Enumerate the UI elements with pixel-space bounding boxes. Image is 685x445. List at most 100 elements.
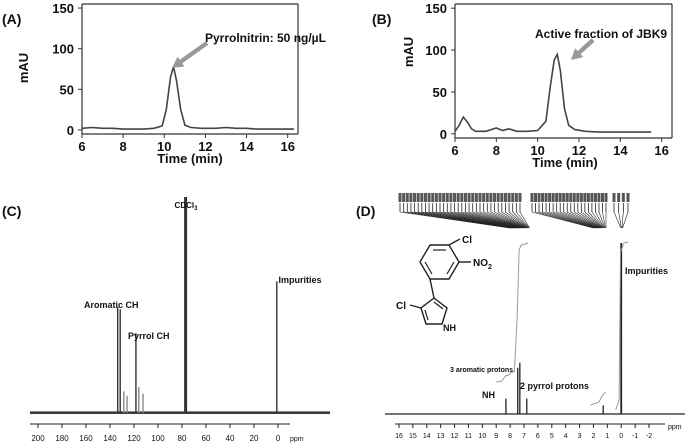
panel-b-x-ticks: 6 8 10 12 14 16 xyxy=(451,138,669,158)
panel-d-fan-line xyxy=(621,211,624,229)
panel-c-x-ticks: 200 180 160 140 120 100 80 60 40 20 0 xyxy=(31,424,281,443)
panel-d-x-tick-label: 6 xyxy=(536,433,540,440)
panel-c-peaks xyxy=(116,197,278,413)
panel-d-fan-line xyxy=(483,211,524,229)
panel-d-x-tick-label: -2 xyxy=(646,433,652,440)
panel-c-x-tick-label: 200 xyxy=(31,434,45,443)
panel-d: (D) 16 15 14 13 12 11 10 9 8 7 6 5 4 3 2 1 0 -1 -2 ppm 3 a… xyxy=(356,193,685,440)
panel-c-pyrrol-label: Pyrrol CH xyxy=(128,331,170,341)
panel-d-fan-line xyxy=(622,211,629,229)
panel-d-x-tick-label: -1 xyxy=(632,433,638,440)
bond-to-cl xyxy=(448,238,461,246)
panel-d-fan-label xyxy=(593,193,597,202)
panel-d-fan-line xyxy=(542,211,596,229)
panel-d-fan-line xyxy=(490,211,525,229)
panel-d-fan-line xyxy=(574,211,601,229)
a-x-tick-label: 14 xyxy=(239,139,254,154)
panel-d-fan-label xyxy=(496,193,500,202)
panel-a-series-line xyxy=(81,66,294,130)
panel-d-fan-label xyxy=(474,193,478,202)
panel-d-fan-label xyxy=(471,193,475,202)
panel-d-fan-line xyxy=(469,211,522,229)
panel-d-fan-line xyxy=(598,211,606,229)
panel-d-x-tick-label: 15 xyxy=(409,433,417,440)
panel-d-fan-label xyxy=(514,193,518,202)
panel-d-fan-line xyxy=(567,211,600,229)
panel-d-x-tick-label: 12 xyxy=(451,433,459,440)
panel-d-fan-line xyxy=(581,211,602,229)
panel-d-fan-label xyxy=(402,193,406,202)
panel-c-x-tick-label: 120 xyxy=(127,434,141,443)
panel-c: (C) 200 180 160 140 120 100 80 60 40 20 0 ppm CDCl… xyxy=(2,197,330,443)
benzene-double-bond-3 xyxy=(424,261,433,275)
panel-d-fan-label xyxy=(600,193,604,202)
panel-d-x-tick-label: 14 xyxy=(423,433,431,440)
panel-d-fan-label xyxy=(626,193,630,202)
panel-d-fan-label xyxy=(405,193,409,202)
panel-d-fan-label xyxy=(555,193,559,202)
panel-c-x-tick-label: 20 xyxy=(250,434,259,443)
panel-d-fan-label xyxy=(467,193,471,202)
panel-d-fan-line xyxy=(498,211,527,229)
panel-d-fan-label xyxy=(420,193,424,202)
panel-d-fan-line xyxy=(553,211,598,229)
panel-d-fan-label xyxy=(621,193,625,202)
panel-d-x-tick-label: 0 xyxy=(619,433,623,440)
panel-d-fan-label xyxy=(544,193,548,202)
b-y-tick-label: 100 xyxy=(425,43,447,58)
structure-cl-top: Cl xyxy=(462,235,472,246)
b-x-tick-label: 12 xyxy=(572,143,586,158)
panel-d-x-tick-label: 5 xyxy=(550,433,554,440)
panel-d-fan-label xyxy=(569,193,573,202)
panel-d-x-tick-label: 2 xyxy=(591,433,595,440)
panel-d-fan-group-b xyxy=(530,193,608,229)
panel-d-label: (D) xyxy=(356,203,375,219)
panel-d-fan-label xyxy=(541,193,545,202)
panel-d-fan-label xyxy=(438,193,442,202)
panel-b-y-ticks: 0 50 100 150 xyxy=(425,1,455,142)
a-x-tick-label: 10 xyxy=(157,139,171,154)
panel-c-x-tick-label: 80 xyxy=(178,434,187,443)
panel-d-fan-line xyxy=(577,211,602,229)
a-x-tick-label: 8 xyxy=(120,139,127,154)
panel-d-fan-line xyxy=(538,211,595,229)
panel-d-fan-label xyxy=(597,193,601,202)
panel-d-fan-line xyxy=(588,211,604,229)
bond-to-cl-left xyxy=(409,304,422,309)
panel-a-y-label: mAU xyxy=(16,53,31,83)
a-x-tick-label: 12 xyxy=(198,139,212,154)
panel-a-label: (A) xyxy=(2,11,21,27)
panel-d-nh-label: NH xyxy=(482,390,495,400)
panel-b-annotation: Active fraction of JBK9 xyxy=(535,27,667,41)
panel-d-fan-label xyxy=(579,193,583,202)
panel-a-arrow xyxy=(172,41,209,68)
panel-d-fan-line xyxy=(494,211,526,229)
panel-b-y-label: mAU xyxy=(401,37,416,67)
panel-d-fan-label xyxy=(416,193,420,202)
panel-d-fan-line xyxy=(560,211,599,229)
panel-d-impurities-label: Impurities xyxy=(625,266,668,276)
panel-d-fan-label xyxy=(398,193,402,202)
panel-d-fan-label xyxy=(511,193,515,202)
panel-d-fan-label xyxy=(551,193,555,202)
panel-d-fan-label xyxy=(413,193,417,202)
panel-d-fan-label xyxy=(442,193,446,202)
panel-d-x-tick-label: 10 xyxy=(478,433,486,440)
panel-c-x-unit: ppm xyxy=(290,436,304,443)
panel-d-fan-label xyxy=(617,193,621,202)
panel-b-series-line xyxy=(454,51,652,133)
panel-d-fan-label xyxy=(493,193,497,202)
panel-d-x-tick-label: 7 xyxy=(522,433,526,440)
panel-d-x-ticks: 16 15 14 13 12 11 10 9 8 7 6 5 4 3 2 1 0 -1 -2 xyxy=(395,424,652,440)
panel-d-x-tick-label: 8 xyxy=(508,433,512,440)
b-x-tick-label: 6 xyxy=(451,143,458,158)
panel-b-arrow xyxy=(571,38,595,60)
panel-d-fan-line xyxy=(476,211,523,229)
a-x-tick-label: 6 xyxy=(78,139,85,154)
panel-d-pyrrol-protons-label: 2 pyrrol protons xyxy=(520,381,589,391)
panel-d-fan-line xyxy=(563,211,599,229)
b-y-tick-label: 150 xyxy=(425,1,447,16)
panel-d-aromatic-protons-label: 3 aromatic protons xyxy=(450,367,513,374)
a-x-tick-label: 16 xyxy=(280,139,294,154)
panel-d-fan-label xyxy=(507,193,511,202)
